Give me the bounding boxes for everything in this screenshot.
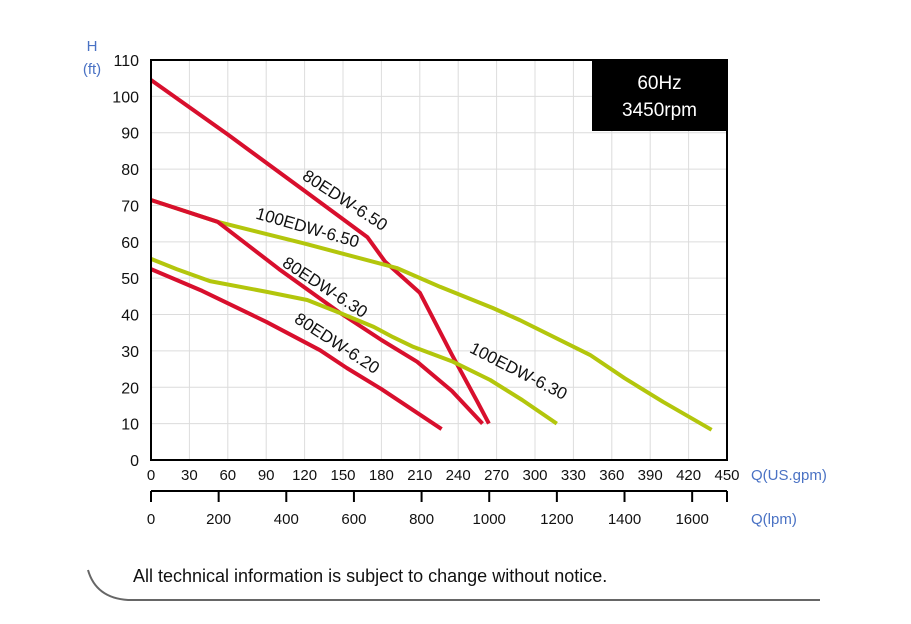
y-tick-label: 40 xyxy=(121,308,139,325)
curve-80edw-6.30 xyxy=(150,198,484,425)
x-tick-label: 0 xyxy=(147,467,155,484)
y-tick-label: 30 xyxy=(121,344,139,361)
x-tick-label: 300 xyxy=(522,467,547,484)
x2-axis-label: Q(lpm) xyxy=(751,511,797,528)
x-tick-label: 330 xyxy=(561,467,586,484)
curve-80edw-6.20 xyxy=(150,267,443,431)
x-tick-label: 30 xyxy=(181,467,198,484)
x-tick-label: 270 xyxy=(484,467,509,484)
x2-tick-label: 0 xyxy=(147,511,155,528)
y-tick-label: 70 xyxy=(121,198,139,215)
y-tick-label: 20 xyxy=(121,380,139,397)
y-axis-unit: (ft) xyxy=(83,61,101,78)
x-axis-label: Q(US.gpm) xyxy=(751,467,827,484)
curve-80edw-6.50 xyxy=(149,78,491,425)
x-tick-label: 60 xyxy=(219,467,236,484)
x2-tick-label: 1000 xyxy=(473,511,506,528)
footer-divider xyxy=(87,569,820,601)
curve-100edw-6.30 xyxy=(150,257,558,426)
y-tick-label: 0 xyxy=(130,453,139,470)
x-tick-label: 90 xyxy=(258,467,275,484)
x-tick-label: 360 xyxy=(599,467,624,484)
plot-frame xyxy=(150,59,728,461)
curve-100edw-6.50 xyxy=(150,198,713,432)
footer-notice: All technical information is subject to … xyxy=(133,566,607,586)
x2-tick-label: 400 xyxy=(274,511,299,528)
badge-line2: 3450rpm xyxy=(622,100,697,121)
x2-tick-label: 600 xyxy=(341,511,366,528)
x-tick-label: 420 xyxy=(676,467,701,484)
curve-label: 100EDW-6.30 xyxy=(467,338,570,403)
y-tick-label: 110 xyxy=(113,53,139,70)
y-tick-label: 100 xyxy=(112,89,139,106)
x-tick-label: 390 xyxy=(638,467,663,484)
axes: 0 30 60 90 120 150 180 210 240 270 300 330 360 390 420… xyxy=(112,53,739,528)
x2-tick-label: 1200 xyxy=(540,511,573,528)
y-tick-label: 60 xyxy=(121,235,139,252)
curves xyxy=(149,78,713,432)
y-tick-label: 80 xyxy=(121,162,139,179)
y-tick-label: 90 xyxy=(121,126,139,143)
x2-tick-label: 200 xyxy=(206,511,231,528)
x2-tick-label: 800 xyxy=(409,511,434,528)
x-tick-label: 150 xyxy=(330,467,355,484)
x-tick-label: 210 xyxy=(407,467,432,484)
x-tick-label: 180 xyxy=(369,467,394,484)
x2-tick-label: 1400 xyxy=(608,511,641,528)
y-tick-label: 50 xyxy=(121,271,139,288)
badge-line1: 60Hz xyxy=(637,73,681,94)
x-tick-label: 240 xyxy=(446,467,471,484)
x2-tick-label: 1600 xyxy=(675,511,708,528)
speed-badge xyxy=(592,60,727,131)
x-tick-label: 450 xyxy=(714,467,739,484)
y-tick-label: 10 xyxy=(121,417,139,434)
curve-label: 80EDW-6.30 xyxy=(279,253,371,322)
y-axis-label: H xyxy=(87,38,98,55)
x-tick-label: 120 xyxy=(292,467,317,484)
